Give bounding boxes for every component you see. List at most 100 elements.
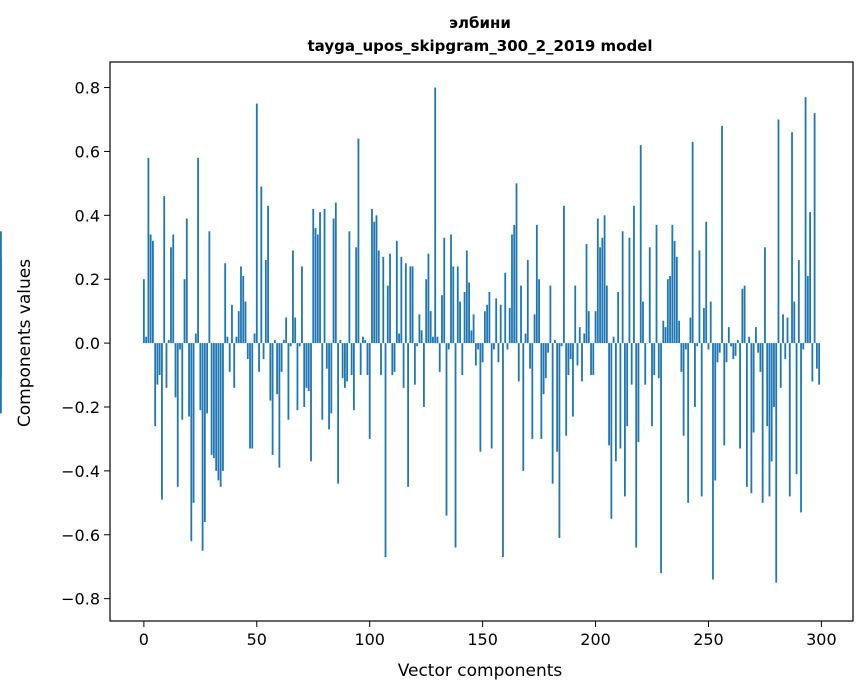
bar — [502, 343, 504, 558]
bar — [549, 285, 552, 344]
bar — [307, 343, 310, 392]
bar — [653, 343, 656, 376]
y-tick-label: 0.2 — [75, 270, 100, 289]
bar — [353, 343, 355, 411]
bar — [540, 343, 543, 439]
bar — [253, 333, 256, 344]
bar — [716, 343, 719, 363]
bar — [330, 343, 333, 414]
bar — [472, 314, 475, 344]
bar — [768, 343, 771, 497]
bar — [334, 202, 337, 344]
bar — [167, 339, 170, 344]
bar — [644, 343, 647, 385]
bar — [493, 343, 495, 350]
bar — [777, 119, 780, 344]
bar — [197, 157, 199, 344]
bar — [818, 343, 821, 385]
bar — [773, 343, 775, 407]
bar — [619, 343, 622, 449]
bar — [520, 285, 522, 344]
bar — [0, 231, 2, 344]
bar — [226, 336, 229, 344]
bar — [687, 343, 690, 503]
bar — [608, 343, 610, 446]
bar — [337, 343, 339, 484]
bar — [201, 343, 204, 551]
bar — [696, 343, 699, 347]
bar — [483, 311, 486, 344]
bar — [233, 343, 236, 388]
bar — [635, 343, 638, 548]
bar — [371, 208, 373, 344]
bar — [332, 218, 335, 344]
bar — [158, 343, 161, 376]
bar — [242, 276, 245, 344]
bar — [569, 343, 572, 360]
bar — [703, 307, 705, 344]
bar — [452, 266, 455, 344]
bar — [718, 343, 721, 353]
chart-subtitle: tayga_upos_skipgram_300_2_2019 model — [308, 37, 653, 55]
bar — [531, 343, 534, 439]
bar — [465, 250, 468, 344]
bar — [267, 205, 269, 344]
y-axis-ticks: −0.8 −0.6 −0.4 −0.2 0.0 0.2 0.4 0.6 0.8 — [61, 79, 110, 609]
bar — [183, 279, 186, 344]
bar — [499, 304, 502, 344]
bar — [416, 343, 419, 347]
bar — [786, 317, 789, 344]
bar — [535, 224, 538, 344]
bar — [425, 279, 428, 344]
bar — [664, 327, 667, 344]
bar — [583, 333, 586, 344]
bar — [626, 343, 629, 427]
bar — [276, 343, 279, 395]
bar — [246, 343, 249, 360]
bar — [418, 314, 421, 344]
bar — [734, 343, 737, 356]
y-tick-label: −0.4 — [61, 462, 100, 481]
bar — [524, 333, 527, 344]
bar — [199, 343, 202, 411]
bar — [278, 343, 281, 468]
bar — [432, 336, 434, 344]
bar — [206, 343, 209, 414]
bar — [350, 343, 353, 376]
bar — [727, 327, 730, 344]
bar — [145, 336, 148, 344]
bar — [310, 343, 312, 462]
bar — [463, 291, 466, 344]
bar-series — [0, 87, 821, 583]
bar — [628, 237, 631, 344]
bar — [660, 343, 662, 574]
bar — [793, 301, 796, 344]
bar — [298, 343, 301, 347]
bar — [788, 343, 791, 497]
bar — [797, 260, 800, 344]
bar — [303, 343, 306, 407]
bar — [176, 343, 179, 487]
bar — [203, 343, 206, 522]
bar — [754, 327, 757, 344]
bar — [404, 263, 407, 344]
bar — [368, 343, 371, 439]
bar — [558, 343, 561, 538]
bar — [194, 333, 197, 344]
bar — [642, 301, 644, 344]
bar — [179, 343, 181, 350]
bar — [212, 343, 215, 459]
bar — [434, 87, 437, 344]
bar — [804, 97, 807, 344]
bar — [384, 343, 387, 558]
bar — [427, 253, 430, 344]
bar — [413, 343, 416, 385]
bar — [560, 343, 563, 347]
y-tick-label: −0.2 — [61, 398, 100, 417]
bar — [806, 276, 809, 344]
bar — [156, 343, 159, 385]
bar — [721, 125, 723, 344]
bar — [651, 343, 653, 427]
bar — [292, 250, 294, 344]
bar — [287, 343, 290, 420]
